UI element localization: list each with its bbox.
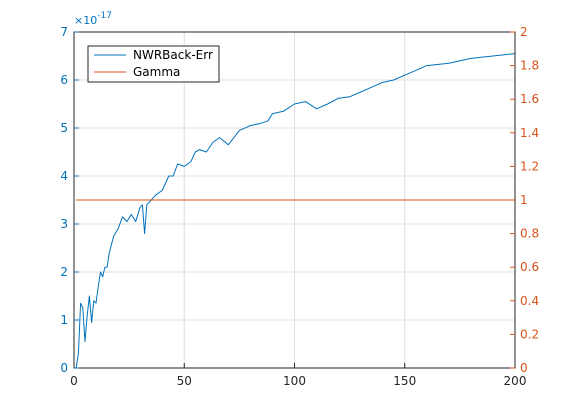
left-tick-label-7: 7 [60, 25, 68, 39]
series-layer [75, 53, 516, 369]
legend: NWRBack-Err Gamma [87, 45, 220, 83]
x-tick-label-2: 100 [283, 374, 306, 388]
right-tick-label-4: 0.8 [520, 227, 539, 241]
right-tick-label-10: 2 [520, 25, 528, 39]
left-tick-label-0: 0 [60, 361, 68, 375]
legend-box [87, 45, 220, 83]
right-tick-label-8: 1.6 [520, 92, 539, 106]
right-tick-label-6: 1.2 [520, 159, 539, 173]
x-axis: 0 50 100 150 200 [70, 363, 526, 388]
right-tick-label-0: 0 [520, 361, 528, 375]
left-tick-label-6: 6 [60, 73, 68, 87]
x-tick-label-3: 150 [393, 374, 416, 388]
right-tick-label-3: 0.6 [520, 260, 539, 274]
x-tick-label-1: 50 [177, 374, 192, 388]
right-tick-label-9: 1.8 [520, 59, 539, 73]
right-y-axis: 0 0.2 0.4 0.6 0.8 1 1.2 1.4 1.6 1.8 2 [510, 25, 539, 375]
left-y-axis-exponent: ×10-17 [74, 11, 112, 27]
left-tick-label-2: 2 [60, 265, 68, 279]
left-tick-label-3: 3 [60, 217, 68, 231]
x-tick-label-0: 0 [70, 374, 78, 388]
legend-label-1: Gamma [133, 65, 180, 79]
series-line-0 [75, 53, 516, 369]
left-tick-label-4: 4 [60, 169, 68, 183]
right-tick-label-7: 1.4 [520, 126, 539, 140]
right-tick-label-1: 0.2 [520, 327, 539, 341]
exponent-power: -17 [97, 11, 112, 21]
right-tick-label-5: 1 [520, 193, 528, 207]
left-tick-label-1: 1 [60, 313, 68, 327]
x-tick-label-4: 200 [504, 374, 527, 388]
exponent-base: ×10 [74, 14, 97, 27]
left-tick-label-5: 5 [60, 121, 68, 135]
grid [74, 32, 515, 368]
left-y-axis: 0 1 2 3 4 5 6 7 [60, 25, 79, 375]
right-tick-label-2: 0.4 [520, 294, 539, 308]
legend-label-0: NWRBack-Err [133, 48, 213, 62]
